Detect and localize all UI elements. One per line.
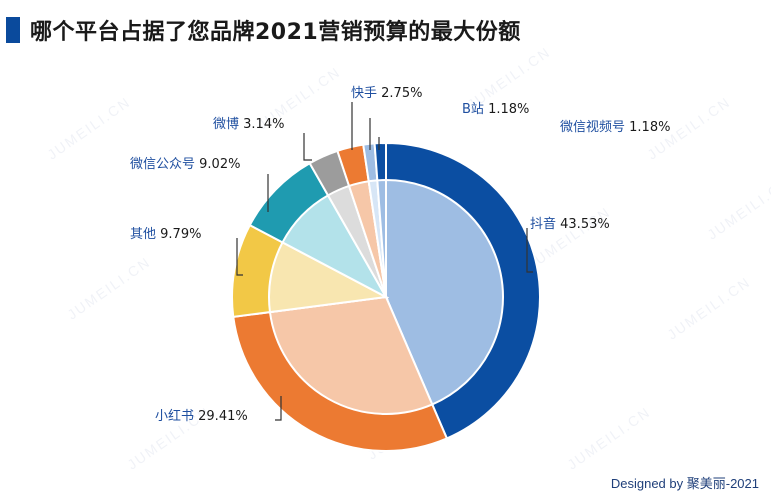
footer-credit: Designed by 聚美丽-2021	[610, 476, 759, 491]
data-label: 微博 3.14%	[213, 117, 284, 132]
data-label: 其他 9.79%	[130, 227, 201, 242]
pie-slice-inner-8	[376, 178, 387, 298]
leader-line	[303, 133, 312, 161]
leader-line	[236, 238, 243, 276]
pie-slice-inner-1	[385, 178, 504, 406]
data-label: 快手 2.75%	[351, 86, 422, 101]
leader-line	[275, 396, 282, 421]
data-label: 小红书 29.41%	[155, 408, 248, 424]
data-label: 微信公众号 9.02%	[130, 157, 240, 172]
data-label: 抖音 43.53%	[530, 216, 610, 232]
leader-line	[526, 228, 533, 273]
pie-slice-inner-2	[268, 295, 434, 415]
data-label: B站 1.18%	[462, 102, 529, 117]
chart-title: 哪个平台占据了您品牌2021营销预算的最大份额	[30, 20, 521, 45]
title-bar: 哪个平台占据了您品牌2021营销预算的最大份额	[6, 14, 521, 46]
title-accent-bar	[6, 17, 20, 43]
data-label: 微信视频号 1.18%	[560, 120, 670, 135]
